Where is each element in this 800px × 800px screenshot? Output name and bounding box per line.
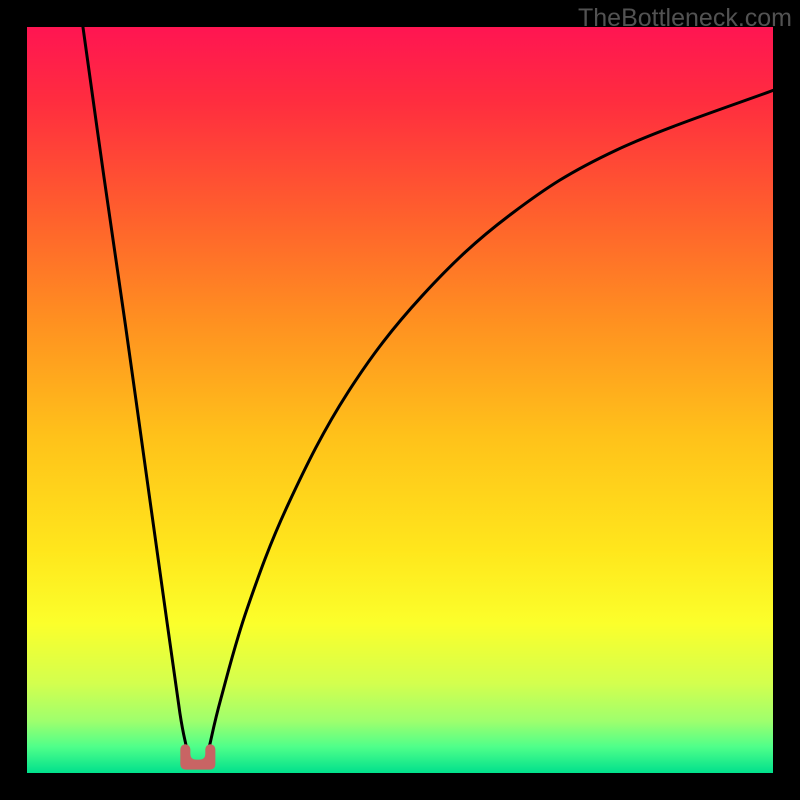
curve-right	[210, 90, 773, 744]
plot-area	[27, 27, 773, 773]
watermark-text: TheBottleneck.com	[578, 4, 792, 33]
bottleneck-marker	[180, 744, 215, 769]
curve-left	[83, 27, 186, 745]
plot-svg	[27, 27, 773, 773]
